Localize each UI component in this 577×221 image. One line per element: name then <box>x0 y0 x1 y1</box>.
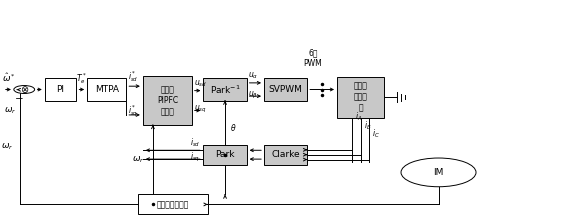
Text: −: − <box>14 94 24 104</box>
Text: $T_e^*$: $T_e^*$ <box>76 71 87 86</box>
Text: PI: PI <box>57 85 65 94</box>
Text: SVPWM: SVPWM <box>269 85 302 94</box>
Text: $\omega_r$: $\omega_r$ <box>3 105 16 116</box>
Text: 多变量
PIPFC
控制器: 多变量 PIPFC 控制器 <box>157 85 178 116</box>
Circle shape <box>14 86 35 93</box>
Text: $u_{sq}$: $u_{sq}$ <box>193 104 207 115</box>
Text: $\hat{\omega}^*$: $\hat{\omega}^*$ <box>2 71 16 84</box>
Text: $\omega_r$: $\omega_r$ <box>132 155 145 166</box>
Text: 电压源
型逆变
器: 电压源 型逆变 器 <box>354 82 368 113</box>
Bar <box>138 194 208 214</box>
Text: $\omega_r$: $\omega_r$ <box>1 142 13 152</box>
Bar <box>203 78 247 101</box>
Bar <box>45 78 76 101</box>
Bar <box>264 145 307 165</box>
Bar <box>143 76 192 125</box>
Text: Park: Park <box>215 150 235 159</box>
Text: $\otimes$: $\otimes$ <box>20 84 29 95</box>
Text: $u_\alpha$: $u_\alpha$ <box>248 70 258 81</box>
Text: $i_B$: $i_B$ <box>364 119 371 131</box>
Text: 6路
PWM: 6路 PWM <box>304 49 323 68</box>
Bar <box>203 145 247 165</box>
Text: Clarke: Clarke <box>271 150 300 159</box>
Circle shape <box>401 158 476 187</box>
Bar <box>264 78 307 101</box>
Text: $i_A$: $i_A$ <box>355 111 362 123</box>
Text: $i_{sd}^*$: $i_{sd}^*$ <box>128 70 138 84</box>
Text: IM: IM <box>433 168 444 177</box>
Text: $i_C$: $i_C$ <box>372 128 380 140</box>
Bar <box>87 78 126 101</box>
Text: 速度与位置检测: 速度与位置检测 <box>157 200 189 209</box>
Text: $i_{sq}^*$: $i_{sq}^*$ <box>128 104 138 119</box>
Text: $i_{sq}$: $i_{sq}$ <box>190 151 201 164</box>
Text: Park$^{-1}$: Park$^{-1}$ <box>209 83 241 96</box>
Text: $u_\beta$: $u_\beta$ <box>248 90 258 101</box>
Text: $i_{sd}$: $i_{sd}$ <box>190 136 201 149</box>
Text: $\theta$: $\theta$ <box>230 122 236 133</box>
Bar <box>337 77 384 118</box>
Text: MTPA: MTPA <box>95 85 119 94</box>
Text: $u_{sd}$: $u_{sd}$ <box>193 78 207 89</box>
